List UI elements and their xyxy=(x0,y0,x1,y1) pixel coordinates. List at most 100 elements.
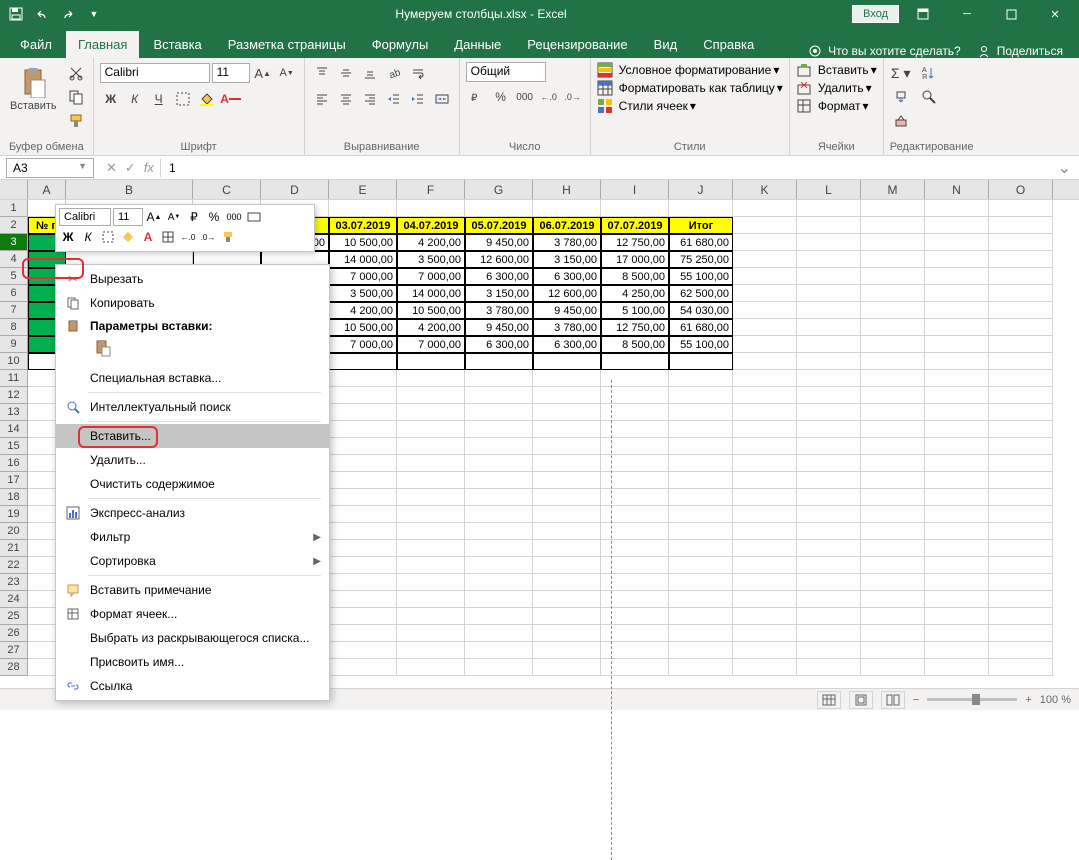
cell[interactable] xyxy=(797,438,861,455)
cell[interactable] xyxy=(329,642,397,659)
cell[interactable] xyxy=(601,200,669,217)
col-header[interactable]: K xyxy=(733,180,797,199)
cell[interactable]: 10 500,00 xyxy=(329,234,397,251)
cell[interactable] xyxy=(669,370,733,387)
cell[interactable] xyxy=(329,387,397,404)
row-header[interactable]: 25 xyxy=(0,608,28,625)
cell[interactable] xyxy=(861,625,925,642)
mini-format-painter-icon[interactable] xyxy=(219,228,237,246)
cell[interactable] xyxy=(989,285,1053,302)
cell[interactable] xyxy=(797,608,861,625)
row-header[interactable]: 13 xyxy=(0,404,28,421)
cell[interactable] xyxy=(989,540,1053,557)
cell[interactable] xyxy=(465,387,533,404)
cell[interactable] xyxy=(533,438,601,455)
ctx-smart-lookup[interactable]: Интеллектуальный поиск xyxy=(56,395,329,419)
cell[interactable] xyxy=(925,506,989,523)
minimize-button[interactable]: ─ xyxy=(947,0,987,28)
cell[interactable] xyxy=(925,387,989,404)
col-header[interactable]: M xyxy=(861,180,925,199)
cell[interactable] xyxy=(861,302,925,319)
cell[interactable]: 10 500,00 xyxy=(329,319,397,336)
mini-accounting-icon[interactable]: ₽ xyxy=(185,208,203,226)
cell[interactable] xyxy=(797,285,861,302)
cell[interactable] xyxy=(925,472,989,489)
cell[interactable] xyxy=(797,659,861,676)
cell[interactable] xyxy=(733,353,797,370)
col-header[interactable]: A xyxy=(28,180,66,199)
cell[interactable] xyxy=(669,489,733,506)
mini-borders-full-icon[interactable] xyxy=(159,228,177,246)
clear-icon[interactable] xyxy=(890,110,912,132)
mini-comma-icon[interactable]: 000 xyxy=(225,208,243,226)
cell[interactable] xyxy=(329,489,397,506)
row-header[interactable]: 12 xyxy=(0,387,28,404)
cell[interactable] xyxy=(397,489,465,506)
cell[interactable] xyxy=(989,268,1053,285)
name-box[interactable]: A3▼ xyxy=(6,158,94,178)
cell[interactable] xyxy=(733,557,797,574)
cell[interactable] xyxy=(989,353,1053,370)
format-cells[interactable]: Формат ▾ xyxy=(796,98,869,114)
percent-icon[interactable]: % xyxy=(490,86,512,108)
cell[interactable]: 14 000,00 xyxy=(329,251,397,268)
cell[interactable] xyxy=(329,506,397,523)
cell[interactable] xyxy=(533,625,601,642)
row-header[interactable]: 21 xyxy=(0,540,28,557)
cell[interactable] xyxy=(733,625,797,642)
cell[interactable] xyxy=(329,472,397,489)
zoom-in-button[interactable]: + xyxy=(1025,694,1031,706)
cell[interactable]: 9 450,00 xyxy=(465,234,533,251)
cell[interactable] xyxy=(861,251,925,268)
cell[interactable] xyxy=(397,387,465,404)
cell[interactable] xyxy=(989,421,1053,438)
number-format-select[interactable]: Общий xyxy=(466,62,546,82)
cell[interactable] xyxy=(733,421,797,438)
ctx-insert[interactable]: Вставить... xyxy=(56,424,329,448)
tab-formulas[interactable]: Формулы xyxy=(360,31,441,58)
cell[interactable] xyxy=(733,251,797,268)
cell[interactable] xyxy=(733,438,797,455)
cell[interactable] xyxy=(797,353,861,370)
cell[interactable] xyxy=(989,608,1053,625)
cell[interactable] xyxy=(465,540,533,557)
cell[interactable] xyxy=(533,557,601,574)
maximize-button[interactable] xyxy=(991,0,1031,28)
cell[interactable] xyxy=(797,625,861,642)
tab-pagelayout[interactable]: Разметка страницы xyxy=(216,31,358,58)
cell[interactable] xyxy=(861,336,925,353)
cell[interactable] xyxy=(397,523,465,540)
cell[interactable] xyxy=(669,438,733,455)
undo-icon[interactable] xyxy=(30,2,54,26)
row-header[interactable]: 8 xyxy=(0,319,28,336)
paste-option-default[interactable] xyxy=(90,335,116,361)
col-header[interactable]: L xyxy=(797,180,861,199)
cell[interactable]: 12 750,00 xyxy=(601,319,669,336)
row-header[interactable]: 15 xyxy=(0,438,28,455)
row-header[interactable]: 20 xyxy=(0,523,28,540)
col-header[interactable]: E xyxy=(329,180,397,199)
cell-styles[interactable]: Стили ячеек ▾ xyxy=(597,98,696,114)
cell[interactable]: 06.07.2019 xyxy=(533,217,601,234)
cell[interactable] xyxy=(397,506,465,523)
formula-input[interactable]: 1 xyxy=(160,159,1050,177)
cell[interactable]: 05.07.2019 xyxy=(465,217,533,234)
cell[interactable] xyxy=(797,557,861,574)
cell[interactable] xyxy=(533,370,601,387)
cell[interactable]: 3 500,00 xyxy=(329,285,397,302)
cell[interactable] xyxy=(465,200,533,217)
cell[interactable] xyxy=(465,455,533,472)
cell[interactable] xyxy=(329,353,397,370)
font-size-select[interactable]: 11 xyxy=(212,63,250,83)
cell[interactable] xyxy=(989,591,1053,608)
format-painter-icon[interactable] xyxy=(65,110,87,132)
cell[interactable] xyxy=(733,574,797,591)
tab-data[interactable]: Данные xyxy=(442,31,513,58)
cell[interactable] xyxy=(797,574,861,591)
cell[interactable] xyxy=(465,370,533,387)
cell[interactable] xyxy=(733,319,797,336)
paste-button[interactable]: Вставить xyxy=(6,62,61,116)
cell[interactable] xyxy=(861,659,925,676)
cell[interactable] xyxy=(861,455,925,472)
accounting-icon[interactable]: ₽ xyxy=(466,86,488,108)
